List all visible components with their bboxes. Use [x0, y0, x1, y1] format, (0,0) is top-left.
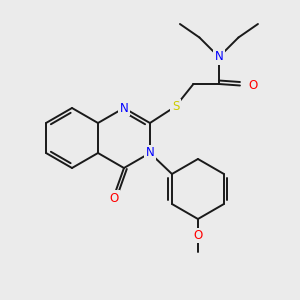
Text: O: O — [109, 191, 119, 205]
Text: S: S — [172, 100, 179, 113]
Text: N: N — [214, 50, 223, 64]
Text: O: O — [193, 229, 203, 242]
Text: N: N — [146, 146, 154, 160]
Text: N: N — [120, 101, 128, 115]
Text: O: O — [248, 79, 257, 92]
